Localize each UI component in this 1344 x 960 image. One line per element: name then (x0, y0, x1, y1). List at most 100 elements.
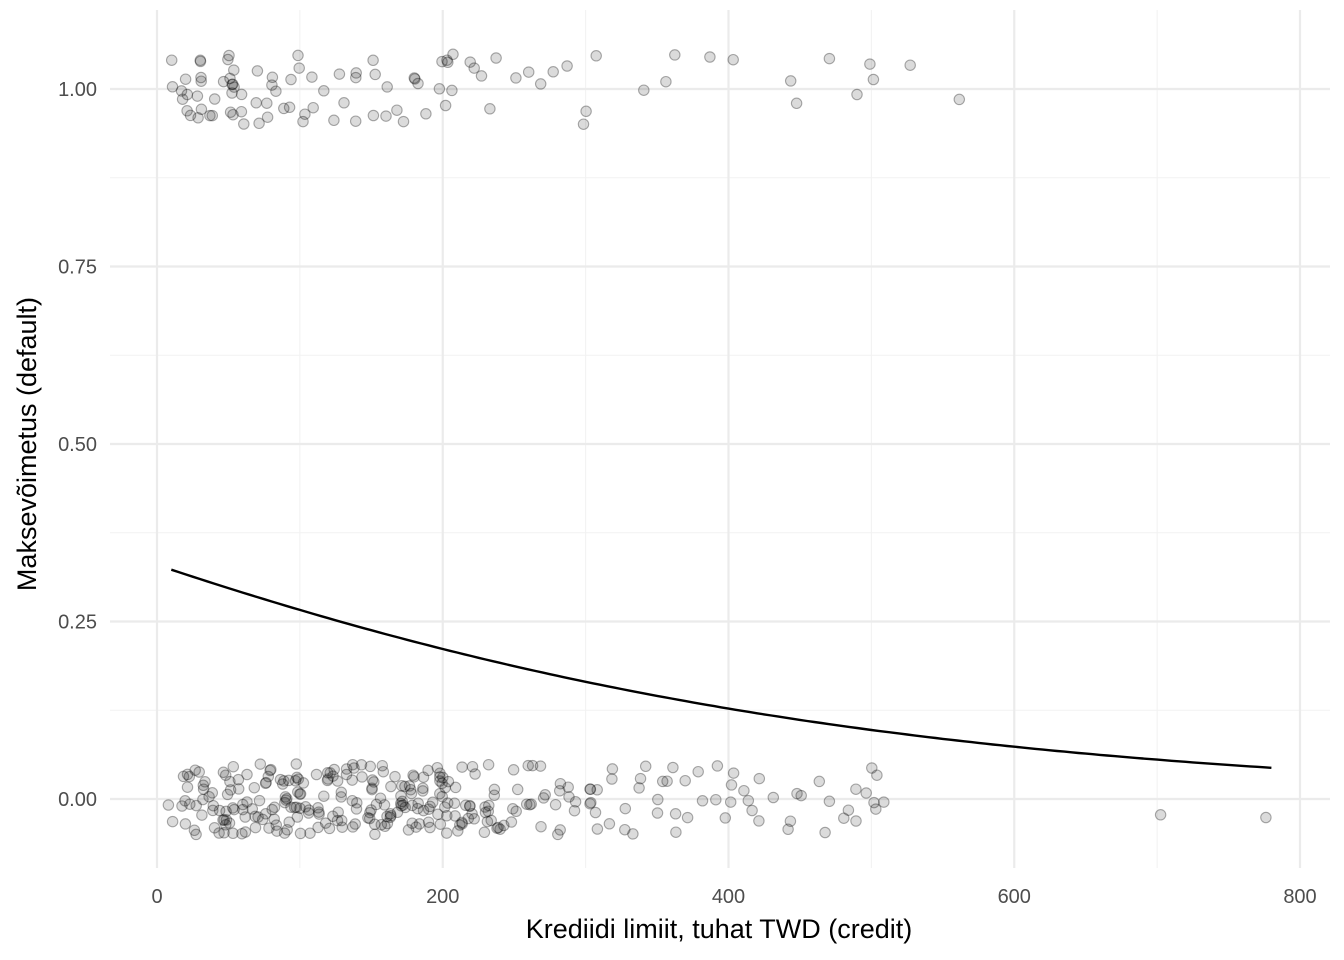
point-default-no (406, 817, 418, 829)
point-default-no (328, 763, 340, 776)
point-default-yes (547, 66, 559, 78)
point-default-no (266, 803, 278, 816)
point-default-no (366, 783, 378, 796)
point-default-no (249, 821, 262, 834)
point-default-no (294, 802, 306, 815)
point-default-no (522, 759, 534, 772)
point-default-no (340, 768, 353, 781)
x-tick-labels: 0 200 400 600 800 (151, 886, 1316, 908)
x-tick-label: 600 (998, 886, 1031, 908)
point-default-no (606, 763, 619, 775)
point-default-yes (191, 90, 204, 102)
point-default-no (322, 773, 334, 785)
point-default-no (823, 795, 836, 808)
point-default-no (299, 801, 312, 813)
point-default-no (767, 791, 780, 804)
point-default-no (819, 826, 831, 839)
point-default-no (364, 806, 376, 819)
point-default-no (197, 793, 209, 806)
point-default-yes (224, 106, 237, 118)
point-default-yes (299, 108, 311, 120)
point-default-no (441, 809, 453, 822)
point-default-yes (235, 105, 248, 118)
point-default-no (459, 799, 472, 812)
point-default-no (294, 788, 306, 800)
point-default-no (511, 783, 524, 796)
point-default-no (370, 798, 383, 811)
point-default-no (478, 826, 491, 839)
point-default-no (627, 828, 639, 840)
point-default-no (346, 794, 359, 807)
point-default-yes (369, 68, 381, 81)
point-default-no (363, 812, 376, 825)
point-default-no (256, 813, 269, 826)
point-default-yes (192, 112, 204, 124)
point-default-no (505, 816, 518, 828)
point-default-yes (439, 99, 452, 112)
point-default-yes (534, 78, 547, 90)
point-default-no (727, 767, 740, 779)
point-default-no (462, 812, 475, 825)
point-default-no (223, 817, 236, 829)
point-default-no (498, 819, 510, 832)
point-default-yes (261, 111, 274, 123)
point-default-yes (226, 78, 238, 91)
point-default-no (413, 818, 426, 830)
point-default-no (669, 808, 682, 820)
point-default-no (424, 800, 436, 813)
point-default-yes (446, 84, 458, 97)
point-default-no (220, 819, 232, 831)
point-default-no (407, 769, 419, 781)
x-tick-label: 200 (426, 886, 459, 908)
point-default-no (188, 824, 201, 837)
point-default-no (227, 802, 239, 814)
point-default-no (553, 785, 566, 797)
point-default-no (239, 826, 252, 838)
point-default-no (259, 777, 272, 790)
point-default-yes (442, 56, 454, 69)
point-default-no (304, 827, 316, 839)
point-default-yes (468, 62, 480, 74)
point-default-no (312, 802, 324, 814)
point-default-no (434, 767, 446, 779)
point-default-no (395, 797, 407, 810)
point-default-yes (953, 93, 966, 106)
point-default-yes (409, 73, 421, 85)
point-default-no (259, 808, 272, 820)
point-default-no (681, 811, 694, 824)
point-default-no (207, 799, 220, 812)
point-default-no (218, 827, 230, 839)
point-default-no (207, 804, 219, 817)
point-default-no (524, 798, 536, 811)
point-default-no (321, 774, 334, 787)
point-default-yes (904, 59, 916, 71)
point-default-no (549, 798, 562, 811)
point-default-yes (278, 102, 290, 115)
fit-curve-layer (170, 568, 1272, 769)
point-default-no (381, 817, 394, 830)
point-default-no (217, 814, 229, 826)
y-tick-label: 0.00 (58, 789, 97, 811)
point-default-no (241, 768, 253, 781)
point-default-no (331, 775, 344, 787)
point-default-no (656, 775, 669, 788)
point-default-no (224, 775, 236, 788)
point-default-no (379, 820, 391, 833)
point-default-yes (590, 50, 602, 62)
point-default-yes (851, 88, 863, 101)
point-default-no (219, 769, 232, 781)
point-default-no (292, 786, 304, 798)
point-default-no (424, 821, 436, 834)
point-default-no (417, 804, 430, 817)
point-default-no (434, 771, 446, 783)
point-default-no (724, 796, 737, 808)
point-default-no (405, 787, 418, 800)
x-axis-title: Krediidi limiit, tuhat TWD (credit) (526, 914, 913, 944)
point-default-no (738, 784, 750, 797)
point-default-yes (266, 71, 279, 84)
point-default-no (270, 819, 283, 831)
point-default-no (589, 806, 602, 819)
point-default-yes (338, 97, 350, 109)
point-default-no (321, 767, 334, 779)
point-default-no (220, 805, 232, 818)
